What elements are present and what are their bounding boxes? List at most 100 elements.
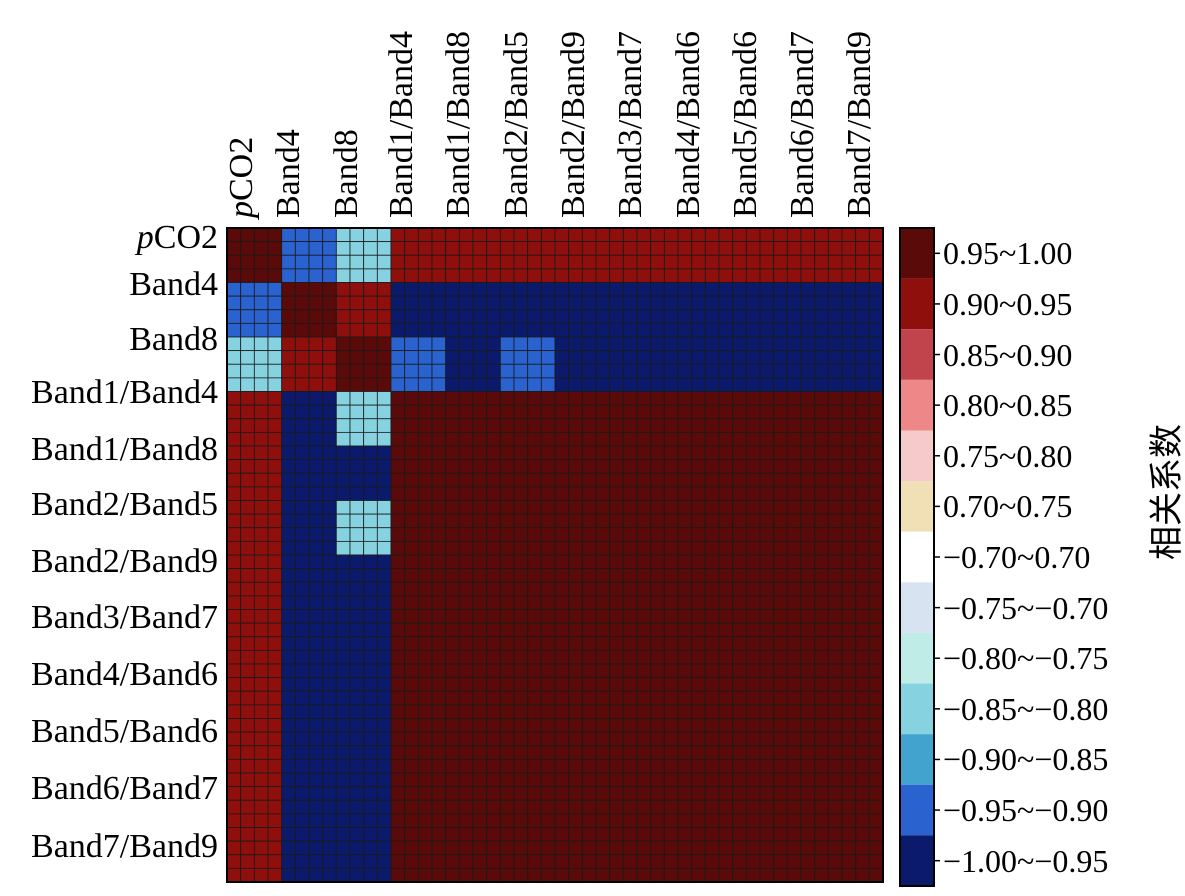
heatmap-cell: Band4 / Band5/Band6: -0.96: [745, 309, 761, 324]
heatmap-cell: Band1/Band4 / Band5/Band6: 0.95: [732, 418, 747, 433]
heatmap-cell: Band1/Band4 / Band4: -0.96: [322, 391, 337, 406]
heatmap-cell: pCO2 / Band1/Band4: 0.9: [417, 254, 433, 270]
heatmap-cell: Band1/Band8 / Band1/Band8: 0.98: [458, 486, 474, 501]
heatmap-cell: Band5/Band6 / Band8: -0.96: [335, 718, 351, 733]
heatmap-cell: Band5/Band6 / Band1/Band4: 0.95: [404, 731, 419, 747]
heatmap-cell: Band7/Band9 / Band3/Band7: 0.98: [609, 827, 624, 842]
heatmap-cell: Band6/Band7 / Band3/Band7: 0.98: [622, 799, 638, 815]
heatmap-cell: Band4/Band6 / Band2/Band9: 0.98: [554, 690, 570, 706]
heatmap-cell: Band4/Band6 / Band6/Band7: 0.98: [800, 663, 816, 679]
heatmap-cell: Band8 / pCO2: -0.8: [267, 350, 283, 365]
heatmap-cell: Band1/Band4 / Band8: -0.8: [349, 404, 365, 420]
heatmap-cell: Band4/Band6 / Band2/Band9: 0.98: [554, 677, 570, 692]
heatmap-cell: Band5/Band6 / Band4/Band6: 0.98: [677, 758, 693, 774]
heatmap-cell: Band6/Band7 / Band1/Band4: 0.95: [404, 786, 419, 801]
heatmap-cell: Band4 / Band8: 0.9: [363, 309, 378, 324]
heatmap-cell: Band8 / Band1/Band8: -0.96: [458, 350, 474, 365]
heatmap-cell: Band8 / Band2/Band9: -0.96: [568, 336, 583, 352]
heatmap-cell: Band1/Band4 / Band7/Band9: 0.95: [841, 431, 857, 447]
heatmap-cell: Band3/Band7 / Band7/Band9: 0.98: [827, 609, 843, 624]
heatmap-cell: Band4 / Band8: 0.9: [376, 282, 392, 297]
heatmap-cell: Band4 / Band2/Band5: -0.96: [499, 309, 515, 324]
heatmap-cell: Band7/Band9 / Band1/Band4: 0.95: [390, 854, 406, 869]
heatmap-cell: Band4 / Band2/Band9: -0.96: [595, 322, 611, 338]
heatmap-cell: Band5/Band6 / pCO2: 0.9: [226, 718, 242, 733]
heatmap-cell: Band8 / Band3/Band7: -0.96: [636, 363, 652, 379]
heatmap-cell: Band4/Band6 / Band6/Band7: 0.98: [786, 677, 802, 692]
heatmap-cell: Band1/Band8 / pCO2: 0.9: [267, 459, 283, 474]
heatmap-cell: pCO2 / Band8: -0.8: [376, 268, 392, 283]
heatmap-cell: Band7/Band9 / pCO2: 0.9: [267, 827, 283, 842]
heatmap-cell: Band5/Band6 / Band2/Band5: 0.95: [527, 718, 542, 733]
heatmap-cell: Band5/Band6 / Band2/Band5: 0.95: [513, 731, 529, 747]
heatmap-cell: Band8 / Band4: 0.9: [281, 336, 296, 352]
heatmap-cell: Band3/Band7 / Band3/Band7: 0.98: [622, 649, 638, 665]
heatmap-cell: pCO2 / Band2/Band9: 0.9: [595, 241, 611, 256]
heatmap-cell: Band2/Band5 / Band7/Band9: 0.95: [868, 500, 884, 515]
heatmap-cell: Band5/Band6 / Band2/Band5: 0.95: [499, 758, 515, 774]
heatmap-cell: Band1/Band8 / Band1/Band4: 0.95: [431, 486, 447, 501]
heatmap-cell: Band2/Band9 / Band7/Band9: 0.98: [827, 581, 843, 597]
heatmap-cell: Band4 / Band2/Band9: -0.96: [568, 322, 583, 338]
heatmap-cell: Band3/Band7 / Band3/Band7: 0.98: [622, 636, 638, 651]
heatmap-cell: Band8 / Band4: 0.9: [281, 350, 296, 365]
heatmap-cell: Band2/Band5 / Band2/Band5: 0.98: [513, 527, 529, 542]
heatmap-cell: Band8 / Band3/Band7: -0.96: [650, 377, 665, 392]
heatmap-cell: Band3/Band7 / Band5/Band6: 0.98: [718, 609, 734, 624]
colorbar-bin: [900, 582, 934, 633]
heatmap-cell: Band2/Band9 / Band1/Band4: 0.95: [417, 595, 433, 610]
heatmap-cell: Band8 / Band2/Band9: -0.96: [568, 350, 583, 365]
heatmap-cell: Band4 / Band2/Band9: -0.96: [581, 309, 597, 324]
heatmap-cell: Band2/Band5 / Band4: -0.96: [322, 513, 337, 529]
heatmap-cell: Band8 / Band8: 0.98: [363, 350, 378, 365]
heatmap-cell: Band1/Band8 / Band2/Band9: 0.98: [554, 472, 570, 488]
heatmap-cell: Band3/Band7 / Band1/Band4: 0.95: [404, 649, 419, 665]
heatmap-cell: Band2/Band9 / Band8: -0.96: [335, 554, 351, 570]
heatmap-cell: Band7/Band9 / Band6/Band7: 0.98: [773, 867, 788, 883]
heatmap-cell: Band1/Band8 / Band1/Band8: 0.98: [445, 459, 460, 474]
heatmap-cell: Band4/Band6 / Band4/Band6: 0.98: [663, 677, 679, 692]
heatmap-cell: Band2/Band9 / Band1/Band8: 0.98: [486, 554, 501, 570]
heatmap-cell: Band3/Band7 / Band5/Band6: 0.98: [732, 649, 747, 665]
heatmap-cell: Band6/Band7 / Band7/Band9: 0.98: [868, 813, 884, 828]
heatmap-cell: Band5/Band6 / Band4/Band6: 0.98: [663, 718, 679, 733]
heatmap-cell: Band7/Band9 / Band7/Band9: 0.98: [841, 854, 857, 869]
heatmap-cell: Band1/Band4 / Band1/Band8: 0.95: [458, 404, 474, 420]
heatmap-cell: Band2/Band9 / Band4: -0.96: [308, 568, 324, 583]
heatmap-cell: Band4 / Band1/Band4: -0.96: [404, 309, 419, 324]
heatmap-cell: Band4/Band6 / Band4: -0.96: [308, 677, 324, 692]
heatmap-cell: Band1/Band4 / Band5/Band6: 0.95: [745, 404, 761, 420]
heatmap-cell: Band1/Band4 / Band4: -0.96: [322, 431, 337, 447]
heatmap-cell: pCO2 / Band1/Band8: 0.9: [445, 254, 460, 270]
heatmap-cell: Band6/Band7 / pCO2: 0.9: [240, 772, 255, 788]
heatmap-cell: Band4/Band6 / Band4: -0.96: [281, 704, 296, 719]
heatmap-cell: Band4/Band6 / Band2/Band9: 0.98: [595, 677, 611, 692]
heatmap-cell: Band4/Band6 / Band1/Band8: 0.98: [486, 704, 501, 719]
heatmap-cell: Band6/Band7 / Band3/Band7: 0.98: [636, 786, 652, 801]
heatmap-cell: Band5/Band6 / Band6/Band7: 0.98: [800, 758, 816, 774]
column-label: Band1/Band4: [383, 31, 420, 218]
heatmap-cell: Band8 / Band2/Band5: -0.9: [527, 336, 542, 352]
heatmap-cell: Band6/Band7 / Band2/Band5: 0.95: [527, 799, 542, 815]
colorbar-label: 0.85~0.90: [943, 336, 1073, 373]
row-label: Band2/Band9: [31, 543, 218, 580]
heatmap-cell: Band2/Band5 / Band2/Band5: 0.98: [527, 500, 542, 515]
heatmap-cell: Band4/Band6 / Band3/Band7: 0.98: [622, 677, 638, 692]
heatmap-cell: Band4/Band6 / Band4: -0.96: [294, 704, 310, 719]
heatmap-cell: Band8 / Band1/Band4: -0.9: [404, 336, 419, 352]
heatmap-cell: Band6/Band7 / pCO2: 0.9: [267, 813, 283, 828]
heatmap-cell: Band7/Band9 / Band3/Band7: 0.98: [650, 840, 665, 856]
heatmap-cell: Band4/Band6 / Band4: -0.96: [281, 677, 296, 692]
heatmap-cell: Band6/Band7 / Band2/Band5: 0.95: [513, 786, 529, 801]
heatmap-cell: pCO2 / Band8: -0.8: [335, 254, 351, 270]
heatmap-cell: Band1/Band4 / Band2/Band9: 0.95: [568, 391, 583, 406]
heatmap-cell: Band5/Band6 / Band6/Band7: 0.98: [800, 731, 816, 747]
heatmap-cell: Band1/Band8 / Band7/Band9: 0.98: [827, 445, 843, 461]
heatmap-cell: Band7/Band9 / Band1/Band4: 0.95: [417, 840, 433, 856]
heatmap-cell: Band5/Band6 / Band3/Band7: 0.98: [636, 718, 652, 733]
heatmap-cell: Band3/Band7 / Band3/Band7: 0.98: [609, 636, 624, 651]
heatmap-cell: Band4/Band6 / Band1/Band8: 0.98: [458, 690, 474, 706]
heatmap-cell: Band8 / Band6/Band7: -0.96: [773, 336, 788, 352]
heatmap-cell: Band7/Band9 / Band6/Band7: 0.98: [800, 854, 816, 869]
